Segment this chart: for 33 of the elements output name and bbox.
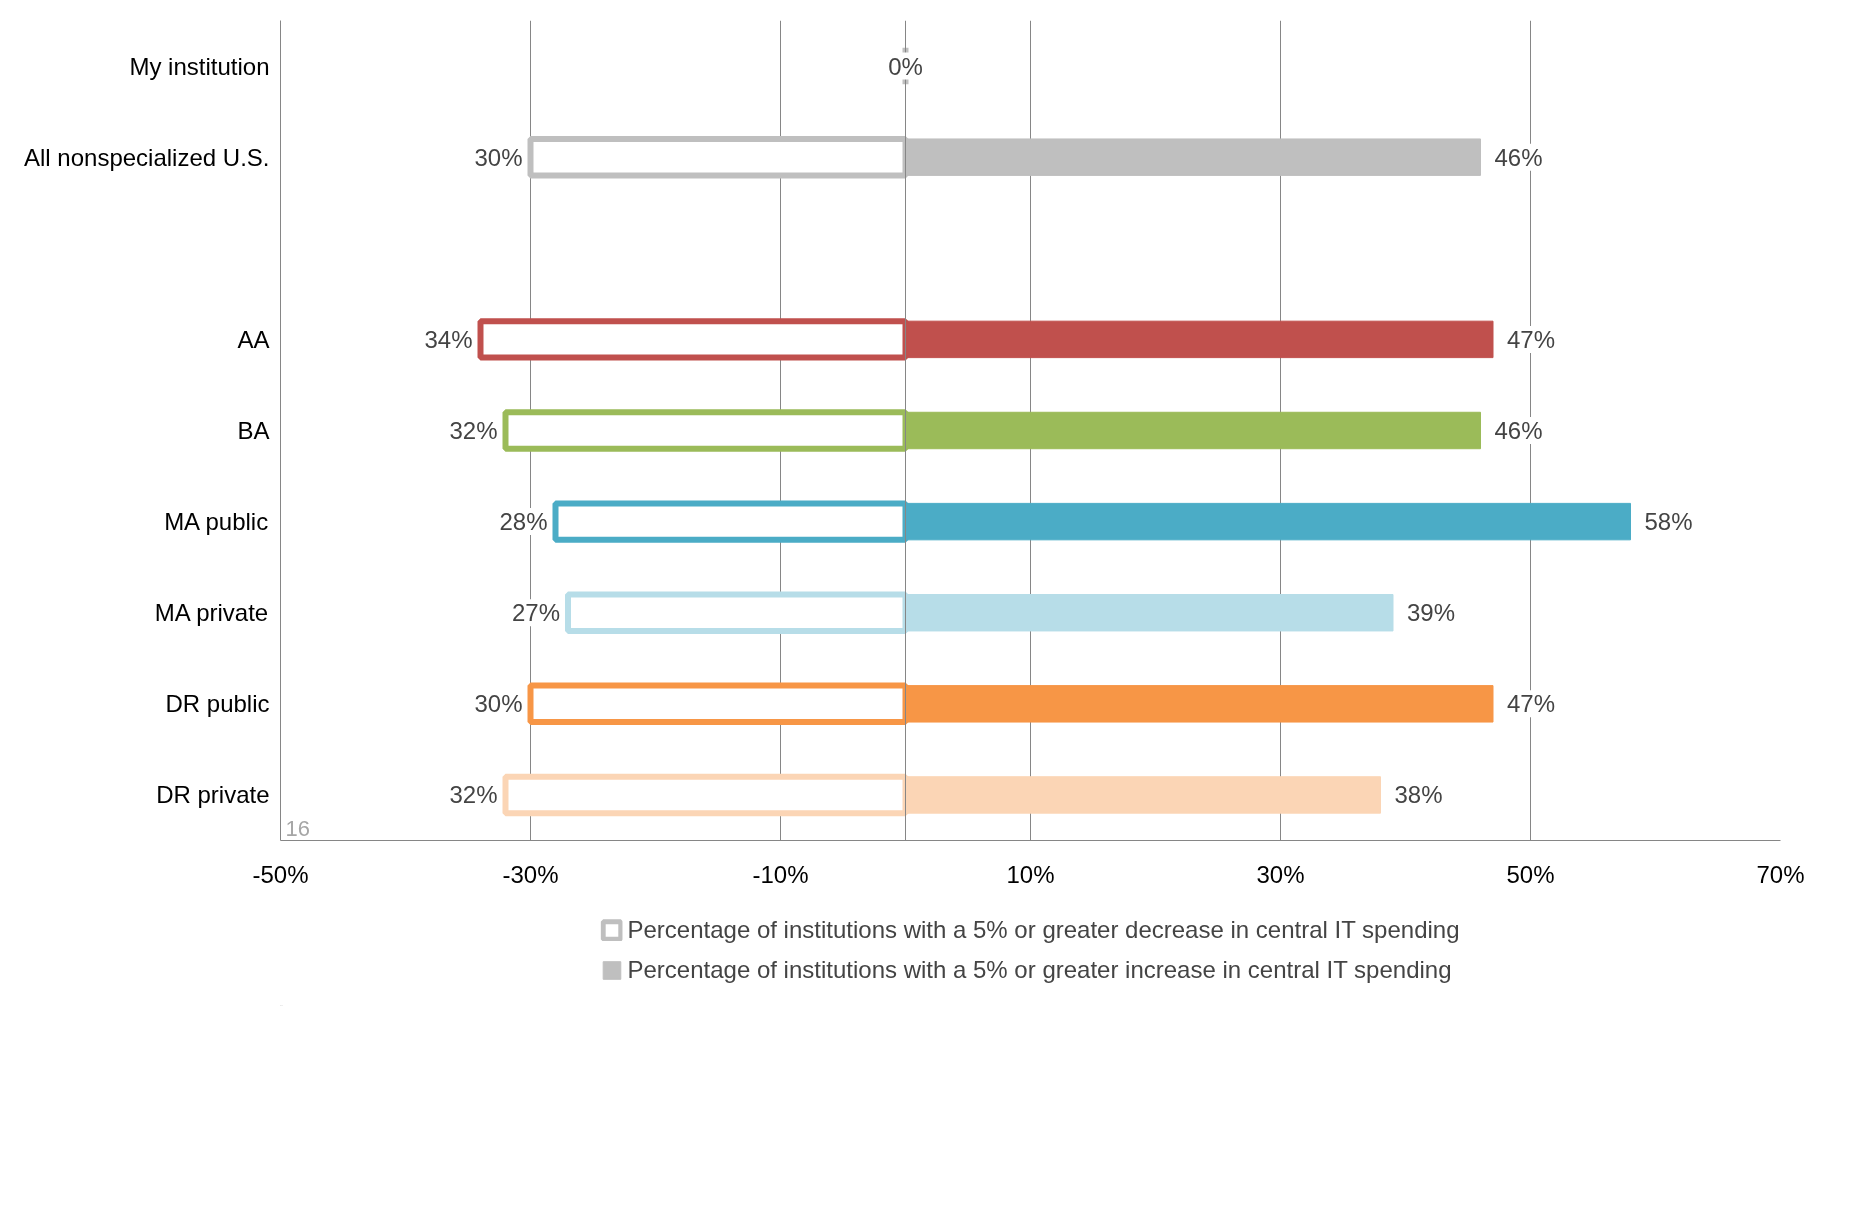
y-tick-label: DR public — [165, 690, 270, 718]
annotation: 16 — [285, 815, 310, 841]
y-tick-label: BA — [237, 417, 270, 444]
x-tick-label: 10% — [1006, 860, 1055, 888]
data-label: 27% — [511, 599, 561, 627]
data-label: 46% — [1494, 143, 1543, 171]
x-tick-label: 30% — [1256, 860, 1305, 888]
data-label: 58% — [1644, 508, 1693, 536]
data-label: 47% — [1507, 325, 1556, 353]
data-label: 46% — [1494, 417, 1543, 444]
y-tick-label: All nonspecialized U.S. — [24, 143, 270, 171]
x-tick-label: -50% — [252, 860, 309, 888]
data-label: 34% — [424, 325, 473, 353]
data-label: 38% — [1394, 781, 1443, 809]
data-label: 47% — [1507, 690, 1556, 718]
y-tick-label: DR private — [156, 781, 270, 809]
data-label: 0% — [888, 52, 923, 80]
y-tick-label: MA public — [164, 508, 269, 536]
y-tick-label: MA private — [154, 599, 269, 627]
x-tick-label: -10% — [752, 860, 809, 888]
x-tick-label: 70% — [1756, 860, 1805, 888]
data-label: 30% — [474, 143, 523, 171]
legend-label: Percentage of institutions with a 5% or greater increase in central IT spending — [627, 956, 1452, 984]
y-tick-label: My institution — [129, 52, 270, 80]
data-label: 28% — [499, 508, 548, 536]
x-tick-label: -30% — [502, 860, 559, 888]
y-tick-label: AA — [237, 325, 270, 353]
data-label: 32% — [449, 417, 498, 444]
x-tick-label: 50% — [1506, 860, 1555, 888]
data-label: 30% — [474, 690, 523, 718]
legend-label: Percentage of institutions with a 5% or greater decrease in central IT spending — [627, 916, 1460, 944]
data-label: 32% — [449, 781, 498, 809]
data-label: 39% — [1407, 599, 1456, 627]
